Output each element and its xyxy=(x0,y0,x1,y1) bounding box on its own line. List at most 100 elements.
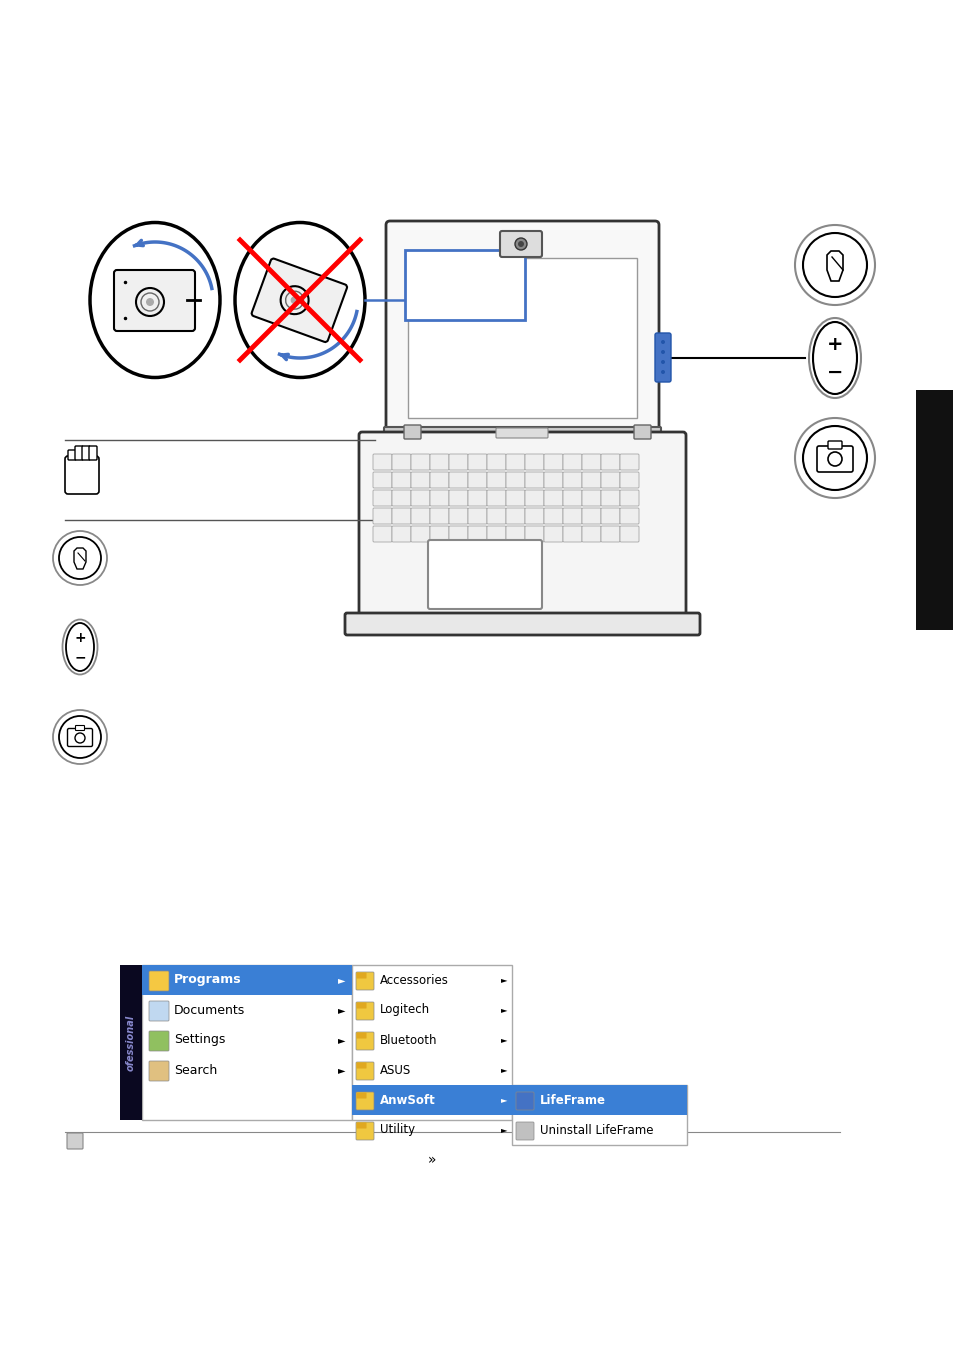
FancyBboxPatch shape xyxy=(468,490,486,507)
FancyBboxPatch shape xyxy=(543,490,562,507)
FancyBboxPatch shape xyxy=(468,508,486,524)
Text: ►: ► xyxy=(338,975,345,985)
FancyBboxPatch shape xyxy=(827,440,841,449)
FancyBboxPatch shape xyxy=(120,965,142,1120)
FancyBboxPatch shape xyxy=(499,231,541,257)
Text: Uninstall LifeFrame: Uninstall LifeFrame xyxy=(539,1124,653,1136)
Circle shape xyxy=(291,296,298,304)
Text: ►: ► xyxy=(500,1096,507,1105)
FancyBboxPatch shape xyxy=(486,471,505,488)
FancyBboxPatch shape xyxy=(505,508,524,524)
FancyBboxPatch shape xyxy=(373,526,392,542)
FancyBboxPatch shape xyxy=(373,471,392,488)
FancyBboxPatch shape xyxy=(149,1061,169,1081)
FancyBboxPatch shape xyxy=(486,454,505,470)
FancyBboxPatch shape xyxy=(562,471,581,488)
FancyBboxPatch shape xyxy=(392,526,411,542)
FancyBboxPatch shape xyxy=(543,508,562,524)
FancyBboxPatch shape xyxy=(468,471,486,488)
FancyBboxPatch shape xyxy=(392,508,411,524)
FancyBboxPatch shape xyxy=(562,454,581,470)
FancyBboxPatch shape xyxy=(149,1031,169,1051)
FancyBboxPatch shape xyxy=(392,454,411,470)
Text: »: » xyxy=(427,1152,436,1167)
FancyBboxPatch shape xyxy=(581,508,600,524)
FancyBboxPatch shape xyxy=(512,1085,686,1146)
FancyBboxPatch shape xyxy=(252,258,347,342)
FancyBboxPatch shape xyxy=(411,471,430,488)
FancyBboxPatch shape xyxy=(352,1085,512,1115)
Polygon shape xyxy=(826,251,842,281)
Text: ►: ► xyxy=(500,1066,507,1074)
FancyBboxPatch shape xyxy=(505,526,524,542)
FancyBboxPatch shape xyxy=(149,971,169,992)
Circle shape xyxy=(660,370,664,374)
FancyBboxPatch shape xyxy=(449,454,468,470)
FancyBboxPatch shape xyxy=(411,508,430,524)
FancyBboxPatch shape xyxy=(113,270,194,331)
Circle shape xyxy=(515,238,526,250)
FancyBboxPatch shape xyxy=(619,471,639,488)
Text: ofessional: ofessional xyxy=(126,1015,136,1071)
FancyBboxPatch shape xyxy=(496,428,547,438)
FancyBboxPatch shape xyxy=(430,471,449,488)
FancyBboxPatch shape xyxy=(581,490,600,507)
FancyBboxPatch shape xyxy=(524,508,543,524)
FancyBboxPatch shape xyxy=(149,1001,169,1021)
FancyBboxPatch shape xyxy=(600,508,619,524)
FancyBboxPatch shape xyxy=(411,454,430,470)
Text: Documents: Documents xyxy=(173,1004,245,1016)
FancyBboxPatch shape xyxy=(430,454,449,470)
FancyBboxPatch shape xyxy=(373,490,392,507)
Text: ►: ► xyxy=(338,1035,345,1046)
Circle shape xyxy=(517,240,523,247)
FancyBboxPatch shape xyxy=(355,1062,374,1079)
Text: ►: ► xyxy=(500,1035,507,1044)
FancyBboxPatch shape xyxy=(428,540,541,609)
FancyBboxPatch shape xyxy=(581,454,600,470)
FancyBboxPatch shape xyxy=(543,454,562,470)
Text: Programs: Programs xyxy=(173,974,241,986)
FancyBboxPatch shape xyxy=(505,471,524,488)
FancyBboxPatch shape xyxy=(543,471,562,488)
FancyBboxPatch shape xyxy=(512,1085,686,1115)
FancyBboxPatch shape xyxy=(655,332,670,382)
Text: −: − xyxy=(74,650,86,663)
FancyBboxPatch shape xyxy=(581,471,600,488)
Polygon shape xyxy=(74,549,86,569)
FancyBboxPatch shape xyxy=(142,965,352,994)
FancyBboxPatch shape xyxy=(619,508,639,524)
FancyBboxPatch shape xyxy=(634,426,650,439)
FancyBboxPatch shape xyxy=(449,490,468,507)
FancyBboxPatch shape xyxy=(352,965,512,1120)
FancyBboxPatch shape xyxy=(408,258,637,417)
FancyBboxPatch shape xyxy=(345,613,700,635)
FancyBboxPatch shape xyxy=(411,526,430,542)
FancyBboxPatch shape xyxy=(82,446,90,459)
FancyBboxPatch shape xyxy=(405,250,524,320)
FancyBboxPatch shape xyxy=(524,526,543,542)
Text: Settings: Settings xyxy=(173,1034,225,1047)
Text: Utility: Utility xyxy=(379,1124,415,1136)
FancyBboxPatch shape xyxy=(430,526,449,542)
Text: ASUS: ASUS xyxy=(379,1063,411,1077)
Text: LifeFrame: LifeFrame xyxy=(539,1093,605,1106)
Text: Search: Search xyxy=(173,1063,217,1077)
FancyBboxPatch shape xyxy=(524,454,543,470)
FancyBboxPatch shape xyxy=(355,1032,374,1050)
FancyBboxPatch shape xyxy=(524,471,543,488)
Text: Bluetooth: Bluetooth xyxy=(379,1034,437,1047)
Circle shape xyxy=(146,299,153,305)
FancyBboxPatch shape xyxy=(411,490,430,507)
FancyBboxPatch shape xyxy=(486,526,505,542)
FancyBboxPatch shape xyxy=(430,508,449,524)
Text: ►: ► xyxy=(500,1005,507,1015)
Text: +: + xyxy=(74,631,86,644)
Text: ►: ► xyxy=(338,1005,345,1015)
FancyBboxPatch shape xyxy=(486,490,505,507)
Text: +: + xyxy=(826,335,842,354)
FancyBboxPatch shape xyxy=(581,526,600,542)
FancyBboxPatch shape xyxy=(524,490,543,507)
FancyBboxPatch shape xyxy=(505,454,524,470)
FancyBboxPatch shape xyxy=(600,490,619,507)
